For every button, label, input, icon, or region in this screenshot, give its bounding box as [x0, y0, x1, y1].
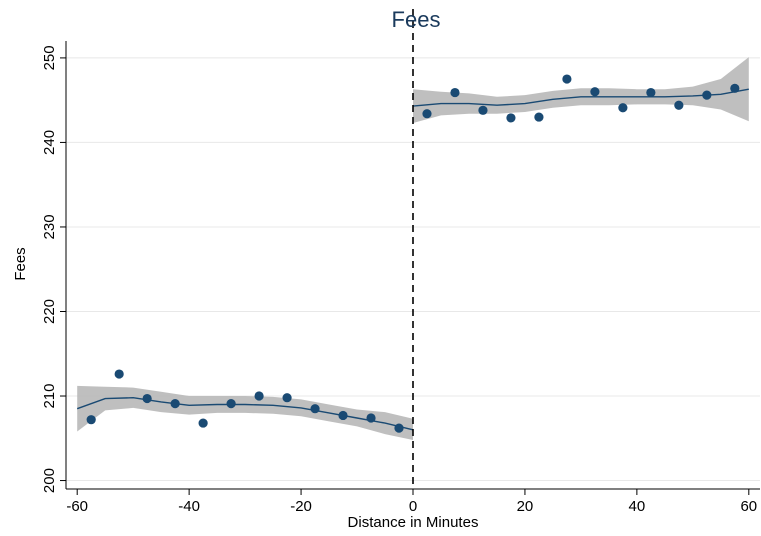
fit-lines — [76, 88, 749, 431]
data-point-right — [562, 74, 572, 84]
y-tick-label: 200 — [41, 468, 58, 493]
y-tick-label: 240 — [41, 130, 58, 155]
y-tick-label: 250 — [41, 45, 58, 70]
data-points — [86, 74, 740, 433]
data-point-right — [730, 83, 740, 93]
x-tick-label: -40 — [178, 498, 200, 515]
data-point-right — [618, 103, 628, 113]
data-point-right — [534, 112, 544, 122]
data-point-left — [394, 423, 404, 433]
data-point-right — [590, 87, 600, 97]
data-point-left — [86, 415, 96, 425]
x-axis-title: Distance in Minutes — [348, 514, 479, 531]
data-point-right — [422, 109, 432, 119]
fit-line-left — [76, 396, 414, 431]
data-point-right — [506, 113, 516, 123]
y-tick-label: 230 — [41, 214, 58, 239]
data-point-left — [142, 393, 152, 404]
data-point-left — [114, 369, 124, 379]
data-point-left — [198, 418, 208, 428]
x-tick-label: 0 — [409, 498, 417, 515]
x-tick-label: -60 — [66, 498, 88, 515]
fit-line-right — [412, 88, 749, 107]
y-axis-title: Fees — [12, 247, 29, 280]
chart-title: Fees — [392, 7, 441, 32]
data-point-left — [170, 399, 180, 409]
x-tick-label: 20 — [517, 498, 534, 515]
data-point-right — [702, 90, 712, 100]
x-tick-label: 40 — [629, 498, 646, 515]
y-tick-label: 220 — [41, 299, 58, 324]
y-tick-label: 210 — [41, 384, 58, 409]
data-point-left — [226, 399, 236, 409]
axes: -60 -40 -20 0 20 40 60 200 210 220 230 240 250 — [41, 41, 760, 515]
confidence-bands — [77, 57, 749, 440]
x-tick-label: -20 — [290, 498, 312, 515]
ci-band-right — [413, 57, 749, 123]
data-point-right — [478, 105, 488, 115]
data-point-right — [674, 100, 684, 110]
data-point-right — [450, 87, 460, 98]
data-point-left — [282, 393, 292, 403]
x-tick-label: 60 — [740, 498, 757, 515]
data-point-right — [646, 87, 656, 98]
data-point-left — [310, 404, 320, 414]
data-point-left — [338, 410, 348, 421]
data-point-left — [366, 413, 376, 423]
ci-band-left — [77, 385, 413, 440]
data-point-left — [254, 391, 264, 401]
